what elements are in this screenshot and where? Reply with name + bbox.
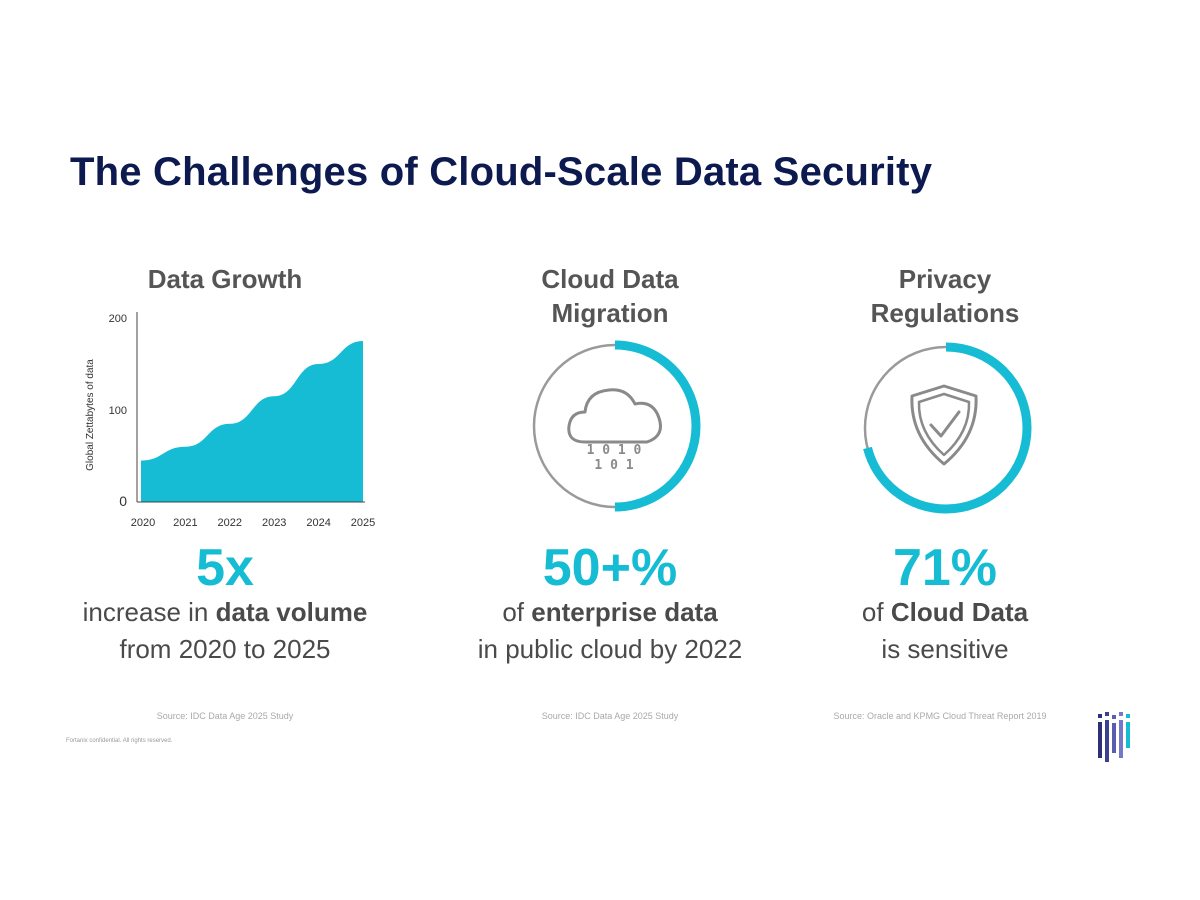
cloud-migration-heading-line2: Migration [551, 298, 669, 328]
privacy-source: Source: Oracle and KPMG Cloud Threat Rep… [833, 711, 1047, 721]
cloud-binary-icon: 1 0 1 0 1 0 1 [567, 388, 662, 473]
cloud-migration-heading: Cloud Data Migration [490, 262, 730, 330]
privacy-stat: 71% [892, 539, 998, 597]
data-growth-source: Source: IDC Data Age 2025 Study [156, 711, 294, 721]
x-tick-label: 2023 [262, 517, 286, 529]
x-tick-label: 2024 [306, 517, 330, 529]
cloud-migration-desc-pre: of [502, 597, 532, 627]
privacy-heading-line1: Privacy [898, 264, 992, 294]
cloud-migration-desc-bold: enterprise data [531, 597, 718, 627]
footer-confidential: Fortanix confidential. All rights reserv… [66, 738, 173, 744]
data-growth-desc-pre: increase in [82, 597, 216, 627]
x-tick-label: 2021 [173, 517, 197, 529]
y-tick-label: 0 [119, 493, 127, 509]
data-growth-heading: Data Growth [147, 264, 303, 294]
data-growth-area [141, 341, 363, 502]
fortanix-logo [1098, 712, 1130, 762]
cloud-migration-desc-line2: in public cloud by 2022 [477, 634, 743, 664]
data-growth-description: increase in data volume from 2020 to 202… [30, 594, 420, 668]
y-tick-label: 200 [109, 313, 127, 325]
data-growth-desc-bold: data volume [215, 597, 368, 627]
cloud-migration-source: Source: IDC Data Age 2025 Study [541, 711, 679, 721]
data-growth-desc-line2: from 2020 to 2025 [119, 634, 331, 664]
privacy-heading: Privacy Regulations [830, 262, 1060, 330]
binary-line-1: 1 0 1 0 [587, 443, 642, 458]
privacy-desc-pre: of [861, 597, 891, 627]
y-tick-label: 100 [109, 405, 127, 417]
cloud-migration-ring: 1 0 1 0 1 0 1 [529, 340, 701, 512]
x-tick-label: 2020 [131, 517, 155, 529]
privacy-heading-line2: Regulations [870, 298, 1020, 328]
data-growth-stat: 5x [196, 539, 254, 597]
privacy-desc-bold: Cloud Data [890, 597, 1029, 627]
binary-line-2: 1 0 1 [594, 458, 633, 473]
y-axis-label: Global Zettabytes of data [85, 359, 96, 471]
privacy-desc-line2: is sensitive [881, 634, 1009, 664]
page-title: The Challenges of Cloud-Scale Data Secur… [70, 150, 933, 194]
cloud-migration-stat: 50+% [542, 539, 678, 597]
cloud-migration-description: of enterprise data in public cloud by 20… [410, 594, 810, 668]
data-growth-chart: 0 100 200 2020 2021 2022 2023 2024 2025 Global Ze… [85, 312, 375, 529]
shield-check-icon [910, 384, 978, 466]
x-tick-label: 2022 [218, 517, 242, 529]
x-tick-label: 2025 [351, 517, 375, 529]
privacy-description: of Cloud Data is sensitive [770, 594, 1120, 668]
privacy-ring [860, 342, 1032, 514]
cloud-migration-heading-line1: Cloud Data [541, 264, 679, 294]
